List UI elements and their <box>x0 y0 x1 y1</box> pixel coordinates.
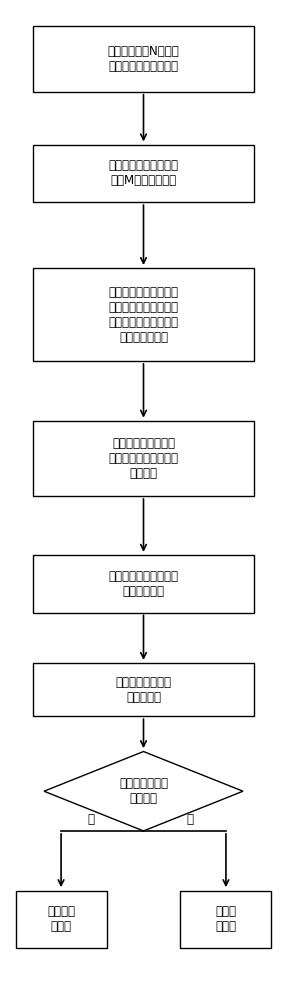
Text: 认知用户得到N点基带
等效离散时间接收信号: 认知用户得到N点基带 等效离散时间接收信号 <box>108 45 179 73</box>
FancyBboxPatch shape <box>33 268 254 361</box>
FancyBboxPatch shape <box>33 663 254 716</box>
Text: 认知用户
不存在: 认知用户 不存在 <box>47 905 75 933</box>
FancyBboxPatch shape <box>181 891 272 948</box>
Text: 测试统计量大于
检测阈值: 测试统计量大于 检测阈值 <box>119 777 168 805</box>
Text: 是: 是 <box>187 813 194 826</box>
Text: 计算非高斯性测度
测试统计量: 计算非高斯性测度 测试统计量 <box>115 676 172 704</box>
FancyBboxPatch shape <box>33 421 254 496</box>
Text: 将接收信号进行分段，
得到M个分段子信号: 将接收信号进行分段， 得到M个分段子信号 <box>108 159 179 187</box>
Polygon shape <box>44 752 243 831</box>
FancyBboxPatch shape <box>33 555 254 613</box>
FancyBboxPatch shape <box>33 145 254 202</box>
FancyBboxPatch shape <box>15 891 106 948</box>
Text: 通过每个分段子信号的
快速傅里叶变换，计算
得到认知用户接收信号
的功率谱估计值: 通过每个分段子信号的 快速傅里叶变换，计算 得到认知用户接收信号 的功率谱估计值 <box>108 286 179 344</box>
Text: 认知用
户存在: 认知用 户存在 <box>216 905 236 933</box>
Text: 利用小波多分辨率分
解，构造功率谱的小波
系数向量: 利用小波多分辨率分 解，构造功率谱的小波 系数向量 <box>108 437 179 480</box>
FancyBboxPatch shape <box>33 26 254 92</box>
Text: 否: 否 <box>88 813 94 826</box>
Text: 计算功率谱的小波系数
向量的陡度值: 计算功率谱的小波系数 向量的陡度值 <box>108 570 179 598</box>
